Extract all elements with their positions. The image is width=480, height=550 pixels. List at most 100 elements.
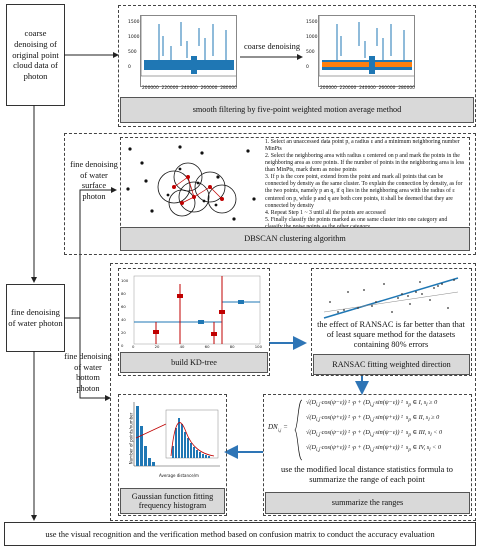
formula-row-1-quad: I: [418, 399, 421, 406]
ransac-title: RANSAC fitting weighted direction: [332, 359, 451, 369]
formula-row-1-sign: −: [388, 399, 393, 406]
y-tick: 20: [121, 330, 126, 335]
bottom-section: [110, 263, 476, 521]
filtered-plot: [318, 15, 415, 87]
x-tick: 260000: [378, 86, 396, 91]
dbscan-step-3: 3. If p is the core point, extend from t…: [265, 174, 463, 209]
raw-plot-xticks: 200000 220000 240000 260000 280000: [142, 86, 237, 91]
formula-row-2-sign: +: [388, 414, 393, 421]
x-tick: 260000: [200, 86, 218, 91]
coarse-method-text: smooth filtering by five-point weighted …: [192, 105, 402, 115]
formula-row-2-op1: cos: [321, 414, 330, 421]
dbscan-cluster-svg: [126, 145, 256, 221]
x-tick: 240000: [181, 86, 198, 91]
dbscan-cluster-figure: [122, 139, 262, 227]
formula-row-4-rel: < 0: [432, 444, 441, 451]
formula-row-3-op2: sin: [375, 429, 383, 436]
step-coarse-denoising: coarse denoising of original point cloud…: [6, 4, 65, 106]
y-tick: 0: [121, 343, 124, 348]
formula-row-3-sign: −: [388, 429, 393, 436]
formula-row-3-quad: III: [418, 429, 425, 436]
x-tick: 0: [132, 344, 135, 349]
formula-row-3: √(Di,j·cos(ψ−ε)) ² ·ρ + (Di,j·sin(ψ−ε)) …: [306, 429, 443, 439]
dbscan-step-1: 1. Select an unaccessed data point p, a …: [265, 139, 460, 153]
dbscan-steps: 1. Select an unaccessed data point p, a …: [265, 139, 465, 227]
formula-row-4-cond: s: [405, 444, 409, 451]
coarse-arrow-label: coarse denoising: [243, 42, 301, 51]
y-tick: 1500: [128, 20, 140, 25]
formula-row-3-op1: cos: [321, 429, 330, 436]
x-tick: 280000: [398, 86, 415, 91]
filtered-plot-yticks: 1500 1000 500 0: [306, 15, 318, 75]
y-tick: 1500: [306, 20, 318, 25]
gaussian-xlabel: Average distance/m: [159, 473, 199, 478]
surface-step-label: fine denoising of water surface photon: [70, 160, 118, 201]
step-fine-denoising-label: fine denoising of water photon: [8, 307, 63, 328]
dbscan-banner: DBSCAN clustering algorithm: [120, 227, 470, 251]
x-tick: 200000: [142, 86, 159, 91]
y-tick: 80: [121, 291, 126, 296]
y-tick: 100: [121, 278, 129, 283]
ranges-banner: summarize the ranges: [265, 492, 470, 514]
formula-row-2-quad: II: [418, 414, 423, 421]
formula-row-2-rel: ≥ 0: [431, 414, 440, 421]
y-tick: 1000: [306, 35, 318, 40]
ranges-description: use the modified local distance statisti…: [281, 465, 453, 485]
y-tick: 0: [306, 65, 309, 70]
formula-row-1-op2: sin: [375, 399, 383, 406]
formula-brace-svg: [294, 399, 303, 461]
step-coarse-denoising-label: coarse denoising of original point cloud…: [12, 28, 59, 82]
coarse-section: [118, 5, 476, 127]
x-tick: 80: [229, 344, 235, 349]
raw-plot-yticks: 1500 1000 500 0: [128, 15, 140, 75]
y-tick: 40: [121, 317, 126, 322]
ranges-title: summarize the ranges: [331, 498, 404, 508]
formula-row-4-quad: IV: [418, 444, 424, 451]
ransac-figure: [318, 272, 464, 320]
ranges-box: [263, 394, 472, 516]
evaluation-box: use the visual recognition and the verif…: [4, 522, 476, 546]
gaussian-banner: Gaussian function fitting frequency hist…: [120, 488, 225, 514]
formula-row-4-sign: +: [388, 444, 393, 451]
kdtree-box: [118, 268, 270, 376]
gaussian-box: [118, 394, 227, 516]
formula-row-2-cond: s: [405, 414, 409, 421]
filtered-plot-xticks: 200000 220000 240000 260000 280000: [320, 86, 415, 91]
filtered-plot-svg: [319, 16, 414, 77]
coarse-method-banner: smooth filtering by five-point weighted …: [120, 97, 474, 123]
formula-row-3-cond: s: [405, 429, 409, 436]
step-fine-denoising: fine denoising of water photon: [6, 284, 65, 352]
y-tick: 60: [121, 304, 126, 309]
gaussian-title: Gaussian function fitting frequency hist…: [131, 491, 214, 510]
ranges-formula: DNi,j = √(Di,j·cos(ψ−ε)) ² ·ρ + (Di,j·si…: [268, 398, 468, 462]
kdtree-banner: build KD-tree: [120, 352, 268, 373]
formula-row-4-op2: sin: [375, 444, 383, 451]
ransac-svg: [323, 277, 459, 319]
formula-lhs: DNi,j =: [268, 423, 288, 433]
surface-section: [64, 133, 476, 255]
kdtree-xticks: 0 20 40 60 80 100: [132, 344, 262, 349]
formula-row-1-cond: s: [405, 399, 409, 406]
formula-row-4-op1: cos: [321, 444, 330, 451]
dbscan-step-4: 4. Repeat Step 1 ~ 3 until all the point…: [265, 209, 386, 216]
formula-lhs-symbol: DN: [268, 423, 278, 431]
kdtree-yticks: 100 80 60 40 20 0: [121, 274, 131, 348]
ransac-box: [311, 268, 472, 376]
x-tick: 220000: [339, 86, 357, 91]
x-tick: 200000: [320, 86, 337, 91]
raw-plot: [140, 15, 237, 87]
dbscan-step-5: 5. Finally classify the points marked as…: [265, 216, 448, 227]
kdtree-title: build KD-tree: [171, 357, 217, 367]
gaussian-ylabel: Number of points/number: [128, 412, 134, 465]
x-tick: 100: [254, 344, 262, 349]
gaussian-figure: [122, 398, 222, 474]
x-tick: 60: [204, 344, 210, 349]
raw-plot-svg: [141, 16, 236, 77]
y-tick: 500: [306, 50, 315, 55]
evaluation-text: use the visual recognition and the verif…: [45, 529, 435, 539]
kdtree-svg: [133, 275, 261, 345]
kdtree-figure: [122, 272, 264, 352]
dbscan-step-2: 2. Select the neighboring area with radi…: [265, 153, 465, 174]
formula-row-2-op2: sin: [375, 414, 383, 421]
formula-row-1: √(Di,j·cos(ψ−ε)) ² ·ρ + (Di,j·sin(ψ−ε)) …: [306, 399, 438, 409]
